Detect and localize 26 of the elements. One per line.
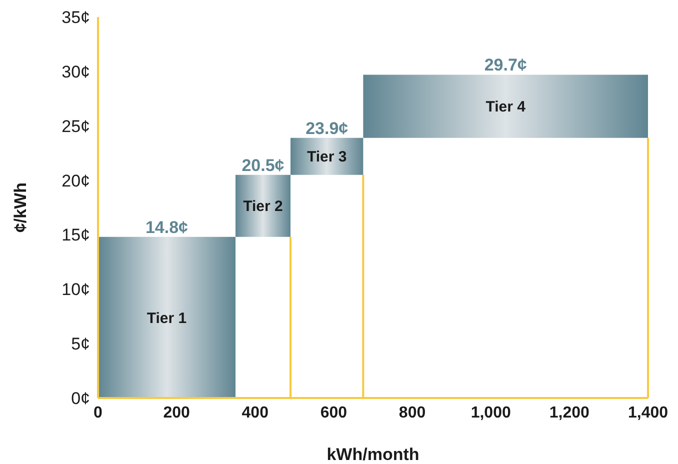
data-label: 23.9¢ bbox=[306, 118, 349, 138]
annotation: Tier 4 bbox=[486, 98, 526, 116]
x-tick-label: 200 bbox=[163, 404, 190, 422]
x-tick-label: 1,400 bbox=[628, 404, 668, 422]
y-tick-label: 0¢ bbox=[71, 389, 90, 408]
y-tick-label: 30¢ bbox=[62, 62, 90, 82]
y-tick-label: 15¢ bbox=[62, 226, 90, 245]
y-axis-title: ¢/kWh bbox=[11, 182, 30, 233]
y-tick-label: 20¢ bbox=[62, 171, 90, 190]
y-tick-label: 5¢ bbox=[71, 334, 90, 354]
x-tick-label: 0 bbox=[94, 404, 103, 422]
y-tick-label: 25¢ bbox=[62, 116, 90, 136]
annotation: Tier 2 bbox=[243, 198, 283, 216]
annotation: Tier 1 bbox=[146, 310, 187, 327]
annotation: Tier 3 bbox=[306, 148, 347, 166]
data-label: 29.7¢ bbox=[484, 56, 528, 75]
x-axis-title: kWh/month bbox=[326, 445, 420, 464]
data-label: 14.8¢ bbox=[145, 218, 189, 237]
x-tick-label: 600 bbox=[320, 404, 348, 422]
x-tick-label: 1,000 bbox=[470, 404, 511, 422]
y-tick-label: 10¢ bbox=[62, 280, 90, 300]
x-tick-label: 1,200 bbox=[549, 404, 590, 422]
y-tick-label: 35¢ bbox=[62, 8, 90, 28]
x-tick-label: 400 bbox=[242, 404, 269, 422]
data-label: 20.5¢ bbox=[242, 156, 285, 175]
x-tick-label: 800 bbox=[398, 404, 426, 422]
